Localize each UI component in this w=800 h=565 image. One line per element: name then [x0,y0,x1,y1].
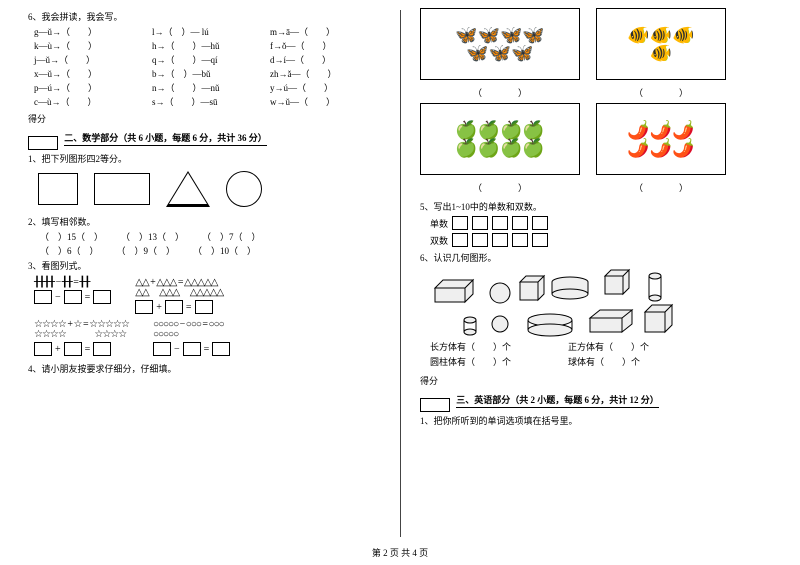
solid-labels-1: 长方体有（ ）个 正方体有（ ）个 [420,340,772,353]
neighbor-row: （ ）6（ ） （ ）9（ ） （ ）10（ ） [28,244,380,257]
solids-area [430,268,710,338]
cuboid-label: 长方体有（ ）个 [430,340,550,353]
image-grid-top: 🦋🦋🦋🦋 🦋🦋🦋 🐠🐠🐠 🐠 [420,8,772,80]
even-label: 双数 [430,234,448,247]
neighbor-row: （ ）15（ ） （ ）13（ ） （ ）7（ ） [28,230,380,243]
cell: （ ）13（ ） [121,230,184,243]
cell: zh→ǎ—（ ） [270,67,380,80]
cell: k—ù→（ ） [34,39,144,52]
score-box [28,136,58,150]
sphere-label: 球体有（ ）个 [568,355,688,368]
sec3-q1: 1、把你所听到的单词选项填在括号里。 [420,414,772,427]
cell: （ ）7（ ） [202,230,261,243]
cell: q→（ ）—qí [152,53,262,66]
circle-icon [226,171,262,207]
score-box [420,398,450,412]
page-footer: 第 2 页 共 4 页 [0,546,800,559]
cell: p—ú→（ ） [34,81,144,94]
cylinder-label: 圆柱体有（ ）个 [430,355,550,368]
cell: h→（ ）—hǔ [152,39,262,52]
cell: c—ù→（ ） [34,95,144,108]
paren-row-bottom: （ ） （ ） [420,179,772,194]
score-label: 得分 [28,114,46,124]
odd-row: 单数 [430,216,772,230]
cell: w→ǔ—（ ） [270,95,380,108]
sec2-q4: 4、请小朋友按要求仔细分，仔细填。 [28,362,380,375]
cell: d→í—（ ） [270,53,380,66]
section3-title: 三、英语部分（共 2 小题，每题 6 分，共计 12 分） [456,393,659,408]
cube-label: 正方体有（ ）个 [568,340,688,353]
cell: y→ú—（ ） [270,81,380,94]
shapes-row [38,171,380,207]
q6-geo-title: 6、认识几何图形。 [420,251,772,264]
cell: l→（ ）— lú [152,25,262,38]
section2-title: 二、数学部分（共 6 小题，每题 6 分，共计 36 分） [64,131,267,146]
cell: （ ）6（ ） [40,244,99,257]
pinyin-table: g—ǔ→（ ） l→（ ）— lú m→ā—（ ） k—ù→（ ） h→（ ）—hǔ f… [28,25,380,108]
cell: m→ā—（ ） [270,25,380,38]
butterfly-box: 🦋🦋🦋🦋 🦋🦋🦋 [420,8,580,80]
cell: s→（ ）—sū [152,95,262,108]
cell: b→（ ）—bǔ [152,67,262,80]
sec2-q1: 1、把下列图形四2等分。 [28,152,380,165]
sec2-q2-title: 2、填写相邻数。 [28,215,380,228]
pepper-box: 🌶️🌶️🌶️ 🌶️🌶️🌶️ [596,103,726,175]
equation-group-2: ☆☆☆☆ + ☆ = ☆☆☆☆☆☆☆☆☆ ☆☆☆☆ += ○○○○○ − ○○○… [34,320,380,356]
score-label: 得分 [420,376,438,386]
cell: （ ）10（ ） [193,244,256,257]
q5-title: 5、写出1~10中的单数和双数。 [420,200,772,213]
solid-labels-2: 圆柱体有（ ）个 球体有（ ）个 [420,355,772,368]
rectangle-icon [94,173,150,205]
cell: x—ǔ→（ ） [34,67,144,80]
cell: （ ）9（ ） [117,244,176,257]
cell: j—ǔ→（ ） [34,53,144,66]
paren-row-top: （ ） （ ） [420,84,772,99]
square-icon [38,173,78,205]
odd-label: 单数 [430,217,448,230]
fish-box: 🐠🐠🐠 🐠 [596,8,726,80]
triangle-icon [166,171,210,207]
cell: n→（ ）—nǔ [152,81,262,94]
apple-box: 🍏🍏🍏🍏 🍏🍏🍏🍏 [420,103,580,175]
sec2-q3: 3、看图列式。 [28,259,380,272]
image-grid-bottom: 🍏🍏🍏🍏 🍏🍏🍏🍏 🌶️🌶️🌶️ 🌶️🌶️🌶️ [420,103,772,175]
equation-group-1: ╂╂╂╂ − ╂╂ = ╂╂ −= △△ + △△△ = △△△△△△△ △△△… [34,278,380,314]
even-row: 双数 [430,233,772,247]
cell: （ ）15（ ） [40,230,103,243]
q6-title: 6、我会拼读，我会写。 [28,10,380,23]
cell: f→ǒ—（ ） [270,39,380,52]
cell: g—ǔ→（ ） [34,25,144,38]
